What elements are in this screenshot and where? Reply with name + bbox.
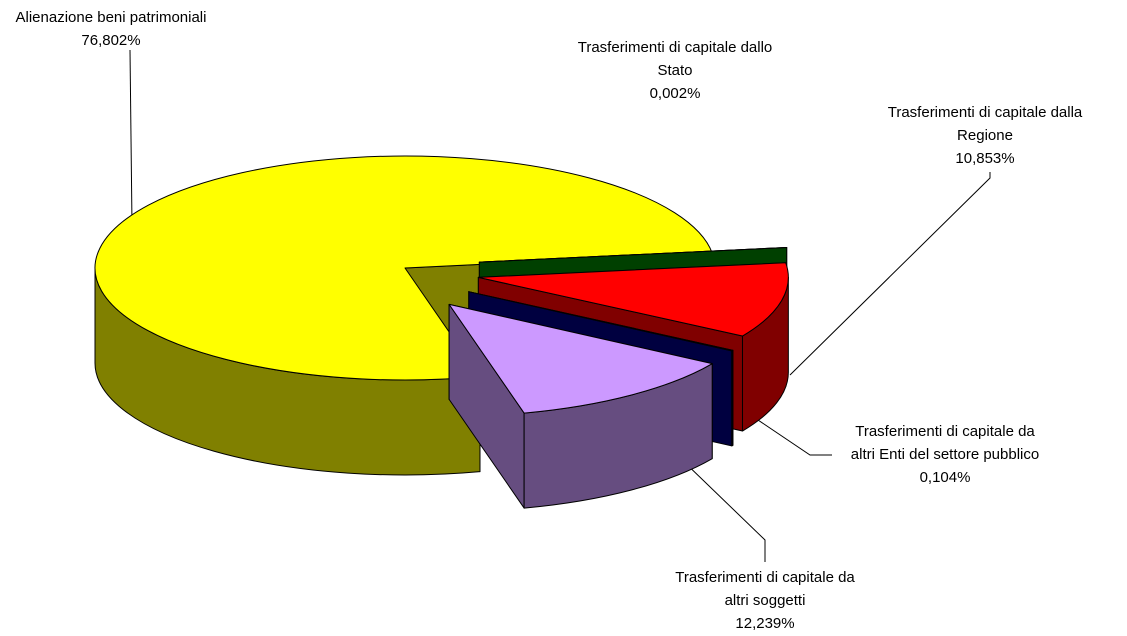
category-label: Trasferimenti di capitale da altri sogge… [675,569,855,609]
slice-label: Trasferimenti di capitale dallo Stato 0,0… [545,36,805,105]
category-label: Trasferimenti di capitale dallo Stato [577,39,773,79]
leader-line [789,172,991,376]
value-label: 0,104% [919,469,971,486]
slice-label: Trasferimenti di capitale da altri sogge… [635,566,895,635]
slice-label: Trasferimenti di capitale da altri Enti … [800,420,1090,489]
leader-lines [129,49,991,562]
slice [94,155,713,381]
leader-line [757,419,832,456]
slice-label: Trasferimenti di capitale dalla Regione 1… [855,101,1115,170]
slice [448,303,713,414]
category-label: Trasferimenti di capitale dalla Regione [887,104,1083,144]
slice-side [731,349,734,447]
leader-line [676,454,766,562]
value-label: 12,239% [735,615,795,632]
value-label: 10,853% [955,150,1015,167]
value-label: 76,802% [81,32,141,49]
value-label: 0,002% [649,85,701,102]
slice [477,262,789,337]
slice [468,291,734,352]
slice-label: Alienazione beni patrimoniali 76,802% [0,6,222,52]
slices [94,155,789,509]
category-label: Trasferimenti di capitale da altri Enti … [850,423,1040,463]
leader-line [129,49,133,226]
category-label: Alienazione beni patrimoniali [15,9,207,26]
slice [478,246,788,263]
